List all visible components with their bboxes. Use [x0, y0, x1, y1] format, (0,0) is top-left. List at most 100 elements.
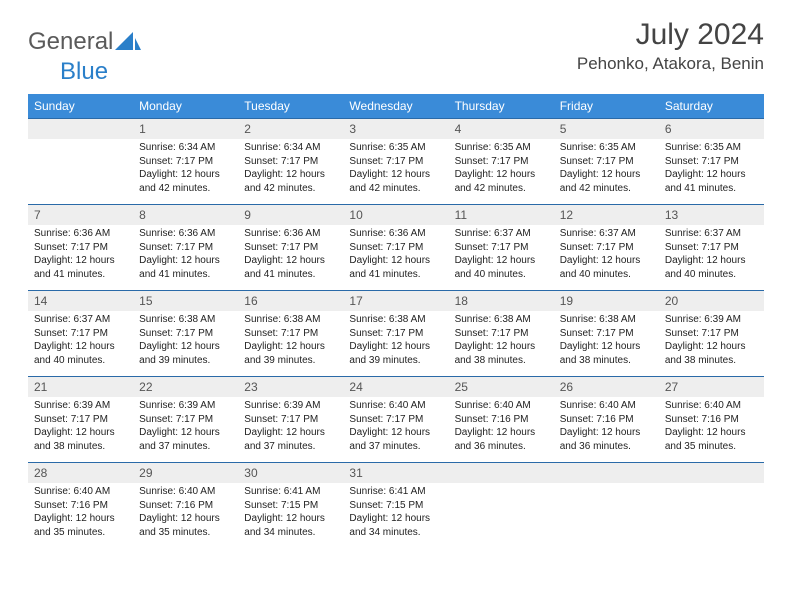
- sunset-text: Sunset: 7:17 PM: [560, 241, 653, 255]
- sunset-text: Sunset: 7:17 PM: [349, 155, 442, 169]
- sunset-text: Sunset: 7:17 PM: [139, 241, 232, 255]
- daylight-text: Daylight: 12 hours and 34 minutes.: [244, 512, 337, 539]
- calendar-cell: 31Sunrise: 6:41 AMSunset: 7:15 PMDayligh…: [343, 463, 448, 549]
- daylight-text: Daylight: 12 hours and 39 minutes.: [139, 340, 232, 367]
- calendar-cell: 21Sunrise: 6:39 AMSunset: 7:17 PMDayligh…: [28, 377, 133, 463]
- sunset-text: Sunset: 7:17 PM: [560, 155, 653, 169]
- weekday-header: Sunday: [28, 94, 133, 119]
- calendar-cell: 17Sunrise: 6:38 AMSunset: 7:17 PMDayligh…: [343, 291, 448, 377]
- day-details: Sunrise: 6:40 AMSunset: 7:16 PMDaylight:…: [449, 397, 554, 457]
- day-details: Sunrise: 6:39 AMSunset: 7:17 PMDaylight:…: [133, 397, 238, 457]
- sunrise-text: Sunrise: 6:37 AM: [455, 227, 548, 241]
- calendar-page: General July 2024 Pehonko, Atakora, Beni…: [0, 0, 792, 567]
- logo-sail-icon: [115, 32, 141, 52]
- brand-logo: General: [28, 18, 141, 56]
- daylight-text: Daylight: 12 hours and 40 minutes.: [455, 254, 548, 281]
- calendar-cell: 20Sunrise: 6:39 AMSunset: 7:17 PMDayligh…: [659, 291, 764, 377]
- sunset-text: Sunset: 7:17 PM: [665, 327, 758, 341]
- weekday-header: Tuesday: [238, 94, 343, 119]
- day-details: Sunrise: 6:36 AMSunset: 7:17 PMDaylight:…: [133, 225, 238, 285]
- calendar-cell: 22Sunrise: 6:39 AMSunset: 7:17 PMDayligh…: [133, 377, 238, 463]
- day-details: Sunrise: 6:36 AMSunset: 7:17 PMDaylight:…: [343, 225, 448, 285]
- calendar-cell: 7Sunrise: 6:36 AMSunset: 7:17 PMDaylight…: [28, 205, 133, 291]
- calendar-cell: 28Sunrise: 6:40 AMSunset: 7:16 PMDayligh…: [28, 463, 133, 549]
- calendar-cell: 5Sunrise: 6:35 AMSunset: 7:17 PMDaylight…: [554, 119, 659, 205]
- day-details: Sunrise: 6:40 AMSunset: 7:16 PMDaylight:…: [554, 397, 659, 457]
- daylight-text: Daylight: 12 hours and 39 minutes.: [349, 340, 442, 367]
- sunset-text: Sunset: 7:17 PM: [244, 241, 337, 255]
- day-details: Sunrise: 6:39 AMSunset: 7:17 PMDaylight:…: [28, 397, 133, 457]
- daylight-text: Daylight: 12 hours and 41 minutes.: [349, 254, 442, 281]
- sunrise-text: Sunrise: 6:34 AM: [244, 141, 337, 155]
- calendar-cell: 8Sunrise: 6:36 AMSunset: 7:17 PMDaylight…: [133, 205, 238, 291]
- daylight-text: Daylight: 12 hours and 41 minutes.: [34, 254, 127, 281]
- day-number: 11: [449, 205, 554, 225]
- weekday-header: Wednesday: [343, 94, 448, 119]
- sunset-text: Sunset: 7:17 PM: [349, 241, 442, 255]
- sunset-text: Sunset: 7:16 PM: [34, 499, 127, 513]
- day-number: 12: [554, 205, 659, 225]
- sunrise-text: Sunrise: 6:40 AM: [455, 399, 548, 413]
- day-number: 2: [238, 119, 343, 139]
- brand-part2: Blue: [60, 58, 108, 86]
- calendar-cell: 26Sunrise: 6:40 AMSunset: 7:16 PMDayligh…: [554, 377, 659, 463]
- calendar-cell: [28, 119, 133, 205]
- sunrise-text: Sunrise: 6:40 AM: [34, 485, 127, 499]
- sunrise-text: Sunrise: 6:40 AM: [139, 485, 232, 499]
- sunrise-text: Sunrise: 6:35 AM: [455, 141, 548, 155]
- day-number: 29: [133, 463, 238, 483]
- calendar-cell: 29Sunrise: 6:40 AMSunset: 7:16 PMDayligh…: [133, 463, 238, 549]
- sunrise-text: Sunrise: 6:39 AM: [139, 399, 232, 413]
- daylight-text: Daylight: 12 hours and 35 minutes.: [34, 512, 127, 539]
- daylight-text: Daylight: 12 hours and 36 minutes.: [455, 426, 548, 453]
- day-number: 6: [659, 119, 764, 139]
- sunrise-text: Sunrise: 6:38 AM: [455, 313, 548, 327]
- day-number: 14: [28, 291, 133, 311]
- day-number: 10: [343, 205, 448, 225]
- day-number: 8: [133, 205, 238, 225]
- day-number: 23: [238, 377, 343, 397]
- day-number: 21: [28, 377, 133, 397]
- daylight-text: Daylight: 12 hours and 35 minutes.: [665, 426, 758, 453]
- weekday-header: Friday: [554, 94, 659, 119]
- sunrise-text: Sunrise: 6:38 AM: [560, 313, 653, 327]
- day-number: 18: [449, 291, 554, 311]
- daylight-text: Daylight: 12 hours and 40 minutes.: [560, 254, 653, 281]
- calendar-cell: 10Sunrise: 6:36 AMSunset: 7:17 PMDayligh…: [343, 205, 448, 291]
- calendar-cell: [554, 463, 659, 549]
- day-details: Sunrise: 6:38 AMSunset: 7:17 PMDaylight:…: [238, 311, 343, 371]
- daylight-text: Daylight: 12 hours and 40 minutes.: [34, 340, 127, 367]
- sunset-text: Sunset: 7:17 PM: [455, 327, 548, 341]
- sunrise-text: Sunrise: 6:40 AM: [560, 399, 653, 413]
- weekday-header-row: Sunday Monday Tuesday Wednesday Thursday…: [28, 94, 764, 119]
- day-details: Sunrise: 6:36 AMSunset: 7:17 PMDaylight:…: [28, 225, 133, 285]
- daylight-text: Daylight: 12 hours and 39 minutes.: [244, 340, 337, 367]
- calendar-cell: 30Sunrise: 6:41 AMSunset: 7:15 PMDayligh…: [238, 463, 343, 549]
- sunset-text: Sunset: 7:17 PM: [139, 413, 232, 427]
- calendar-cell: 4Sunrise: 6:35 AMSunset: 7:17 PMDaylight…: [449, 119, 554, 205]
- calendar-cell: [449, 463, 554, 549]
- brand-part1: General: [28, 28, 113, 56]
- calendar-cell: 24Sunrise: 6:40 AMSunset: 7:17 PMDayligh…: [343, 377, 448, 463]
- sunset-text: Sunset: 7:17 PM: [244, 327, 337, 341]
- day-details: Sunrise: 6:37 AMSunset: 7:17 PMDaylight:…: [554, 225, 659, 285]
- sunset-text: Sunset: 7:15 PM: [244, 499, 337, 513]
- daylight-text: Daylight: 12 hours and 38 minutes.: [455, 340, 548, 367]
- day-details: Sunrise: 6:38 AMSunset: 7:17 PMDaylight:…: [449, 311, 554, 371]
- sunrise-text: Sunrise: 6:36 AM: [349, 227, 442, 241]
- day-number: 31: [343, 463, 448, 483]
- sunset-text: Sunset: 7:17 PM: [34, 241, 127, 255]
- calendar-cell: 13Sunrise: 6:37 AMSunset: 7:17 PMDayligh…: [659, 205, 764, 291]
- calendar-cell: 14Sunrise: 6:37 AMSunset: 7:17 PMDayligh…: [28, 291, 133, 377]
- sunset-text: Sunset: 7:17 PM: [34, 413, 127, 427]
- calendar-cell: 9Sunrise: 6:36 AMSunset: 7:17 PMDaylight…: [238, 205, 343, 291]
- calendar-row: 1Sunrise: 6:34 AMSunset: 7:17 PMDaylight…: [28, 119, 764, 205]
- sunrise-text: Sunrise: 6:35 AM: [349, 141, 442, 155]
- sunset-text: Sunset: 7:17 PM: [244, 413, 337, 427]
- day-details: Sunrise: 6:40 AMSunset: 7:17 PMDaylight:…: [343, 397, 448, 457]
- day-number: 3: [343, 119, 448, 139]
- sunset-text: Sunset: 7:17 PM: [560, 327, 653, 341]
- day-details: Sunrise: 6:39 AMSunset: 7:17 PMDaylight:…: [659, 311, 764, 371]
- daylight-text: Daylight: 12 hours and 41 minutes.: [139, 254, 232, 281]
- daylight-text: Daylight: 12 hours and 41 minutes.: [665, 168, 758, 195]
